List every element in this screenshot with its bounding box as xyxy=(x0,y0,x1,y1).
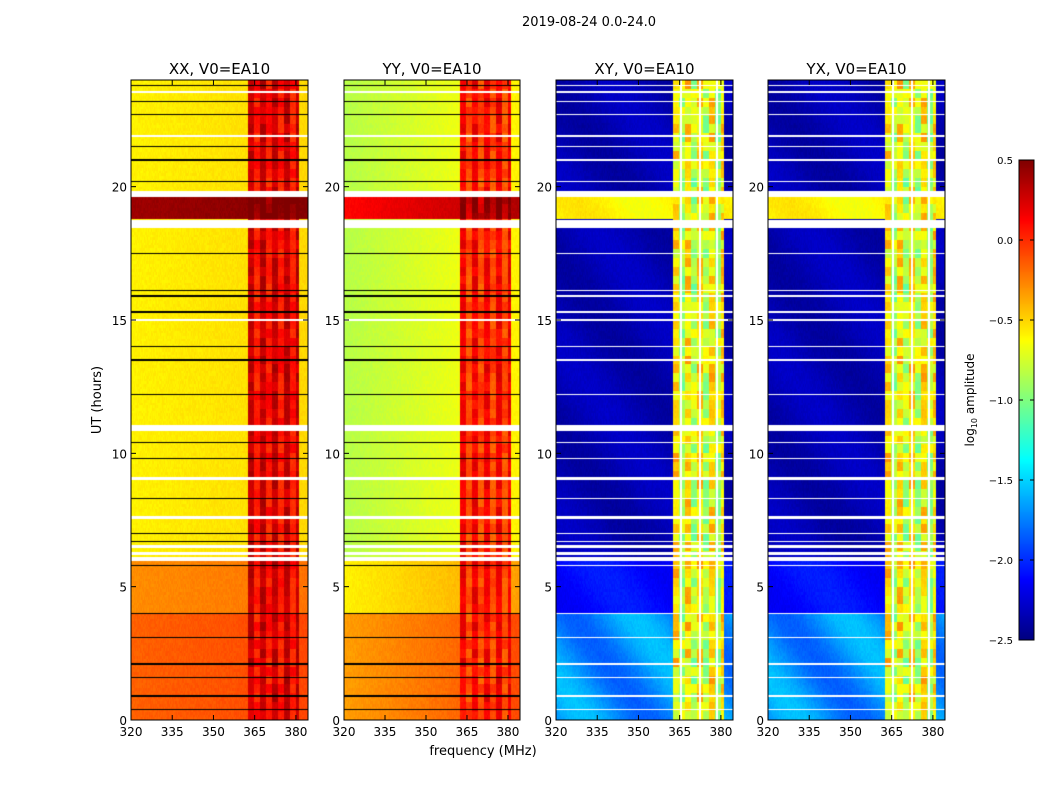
x-tick-label: 335 xyxy=(798,725,821,739)
y-tick-label: 10 xyxy=(537,447,552,461)
plot-frame xyxy=(767,79,946,721)
x-tick-label: 365 xyxy=(668,725,691,739)
x-tick-label: 380 xyxy=(497,725,520,739)
y-tick-label: 0 xyxy=(544,714,552,728)
x-tick-label: 365 xyxy=(880,725,903,739)
x-tick-label: 365 xyxy=(243,725,266,739)
panel-title: XX, V0=EA10 xyxy=(169,60,270,78)
x-tick-label: 320 xyxy=(757,725,780,739)
heatmap-yx xyxy=(768,80,945,720)
x-tick-label: 380 xyxy=(709,725,732,739)
y-tick-label: 15 xyxy=(537,314,552,328)
plot-frame xyxy=(130,79,309,721)
heatmap-xx xyxy=(131,80,308,720)
x-tick-label: 365 xyxy=(456,725,479,739)
x-tick-label: 380 xyxy=(284,725,307,739)
y-tick-label: 10 xyxy=(325,447,340,461)
y-tick-label: 20 xyxy=(749,181,764,195)
colorbar-tick-label: −2.5 xyxy=(989,636,1013,647)
y-tick-label: 15 xyxy=(325,314,340,328)
colorbar-gradient xyxy=(1019,160,1034,640)
panel-title: YY, V0=EA10 xyxy=(381,60,481,78)
x-axis-label: frequency (MHz) xyxy=(429,744,536,759)
x-tick-label: 335 xyxy=(161,725,184,739)
heatmap-yy xyxy=(344,80,520,720)
y-tick-label: 20 xyxy=(112,181,127,195)
plot-frame xyxy=(555,79,734,721)
chart-title: 2019-08-24 0.0-24.0 xyxy=(522,15,656,30)
y-tick-label: 0 xyxy=(119,714,127,728)
y-tick-label: 10 xyxy=(749,447,764,461)
y-tick-label: 0 xyxy=(332,714,340,728)
panel-title: YX, V0=EA10 xyxy=(805,60,906,78)
colorbar-tick-label: 0.5 xyxy=(997,156,1013,167)
x-tick-label: 320 xyxy=(333,725,356,739)
y-tick-label: 20 xyxy=(537,181,552,195)
x-tick-label: 350 xyxy=(839,725,862,739)
y-tick-label: 5 xyxy=(756,581,764,595)
colorbar-tick-label: −1.5 xyxy=(989,476,1013,487)
colorbar-tick-label: 0.0 xyxy=(997,236,1013,247)
y-tick-label: 5 xyxy=(544,581,552,595)
y-axis-label: UT (hours) xyxy=(90,366,105,434)
y-tick-label: 0 xyxy=(756,714,764,728)
y-tick-label: 5 xyxy=(332,581,340,595)
x-tick-label: 320 xyxy=(545,725,568,739)
x-tick-label: 350 xyxy=(415,725,438,739)
x-tick-label: 320 xyxy=(120,725,143,739)
colorbar-tick-label: −1.0 xyxy=(989,396,1013,407)
plot-frame xyxy=(343,79,521,721)
x-tick-label: 350 xyxy=(627,725,650,739)
x-tick-label: 335 xyxy=(374,725,397,739)
y-tick-label: 5 xyxy=(119,581,127,595)
colorbar-tick-label: −2.0 xyxy=(989,556,1013,567)
y-tick-label: 15 xyxy=(749,314,764,328)
x-tick-label: 335 xyxy=(586,725,609,739)
y-tick-label: 10 xyxy=(112,447,127,461)
colorbar-label: log10 amplitude xyxy=(963,354,979,447)
colorbar-tick-label: −0.5 xyxy=(989,316,1013,327)
heatmap-xy xyxy=(556,80,733,720)
x-tick-label: 380 xyxy=(921,725,944,739)
x-tick-label: 350 xyxy=(202,725,225,739)
y-tick-label: 20 xyxy=(325,181,340,195)
panel-title: XY, V0=EA10 xyxy=(594,60,694,78)
y-tick-label: 15 xyxy=(112,314,127,328)
